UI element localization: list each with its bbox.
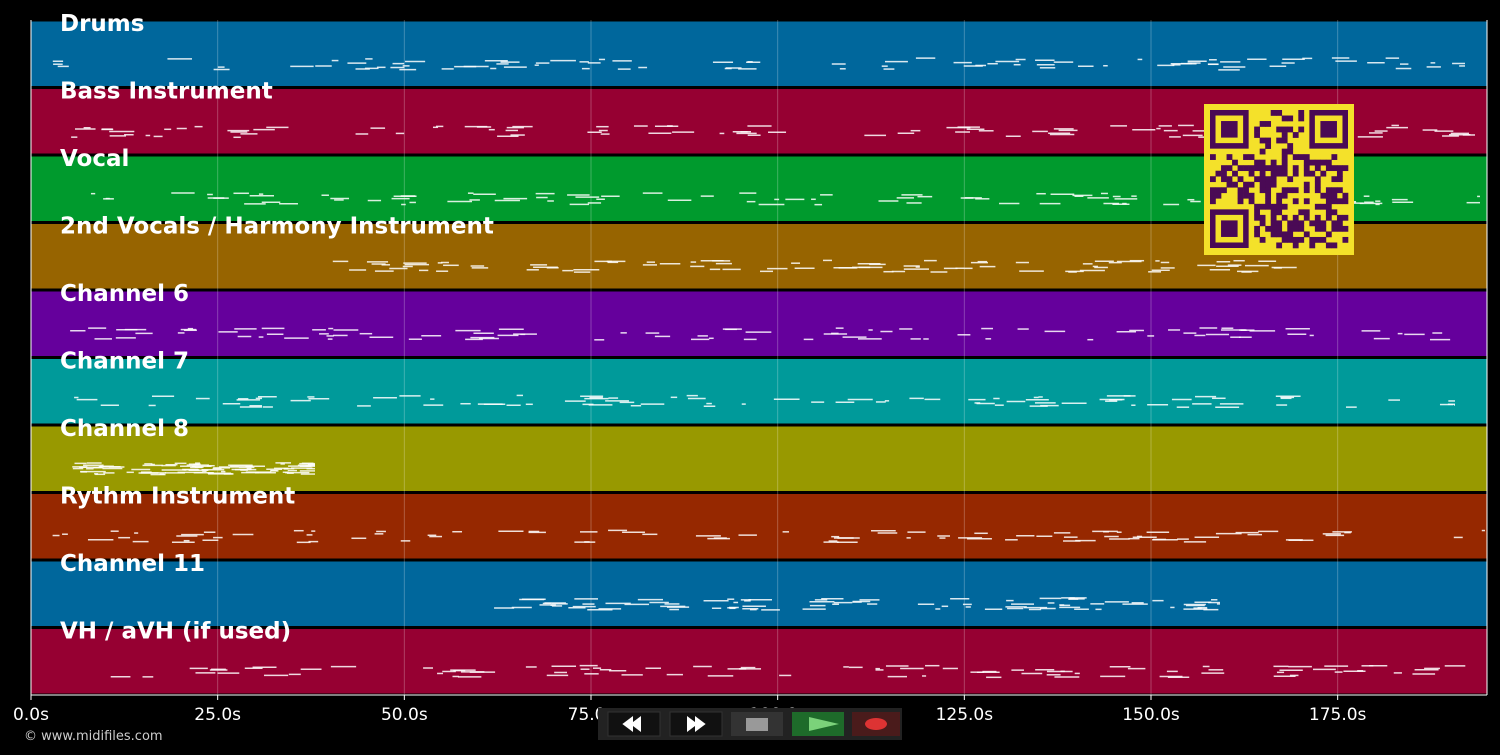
track-lane — [30, 290, 1488, 357]
track-label: Bass Instrument — [60, 79, 273, 105]
track-lane — [30, 20, 1488, 87]
track-label: Rythm Instrument — [60, 484, 295, 510]
copyright: © www.midifiles.com — [24, 729, 163, 744]
track-label: Vocal — [60, 146, 129, 172]
transport-controls — [598, 708, 902, 740]
x-tick-label: 150.0s — [1122, 705, 1180, 725]
track-lane — [30, 425, 1488, 492]
track-lane — [30, 628, 1488, 695]
track-label: VH / aVH (if used) — [60, 619, 291, 645]
track-lane — [30, 493, 1488, 560]
track-label: Drums — [60, 11, 144, 37]
track-lane — [30, 560, 1488, 627]
track-label: Channel 6 — [60, 281, 189, 307]
x-tick-label: 0.0s — [13, 705, 49, 725]
x-tick-label: 50.0s — [381, 705, 428, 725]
track-label: Channel 8 — [60, 416, 189, 442]
x-tick-label: 175.0s — [1309, 705, 1367, 725]
labels: Drums Bass Instrument Vocal 2nd Vocals / Ha… — [60, 11, 494, 645]
x-tick-label: 25.0s — [194, 705, 241, 725]
qr-code — [1204, 104, 1354, 255]
track-label: 2nd Vocals / Harmony Instrument — [60, 214, 494, 240]
track-label: Channel 11 — [60, 551, 205, 577]
notes — [52, 57, 1485, 679]
track-label: Channel 7 — [60, 349, 189, 375]
track-lane — [30, 358, 1488, 425]
forward-button[interactable] — [669, 711, 723, 737]
x-tick-label: 125.0s — [936, 705, 994, 725]
